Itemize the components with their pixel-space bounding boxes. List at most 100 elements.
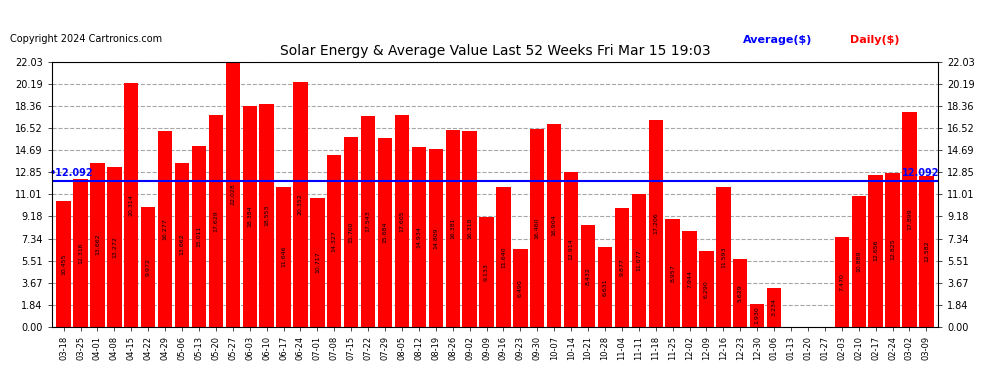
Text: 13.662: 13.662 bbox=[95, 234, 100, 255]
Text: 9.972: 9.972 bbox=[146, 258, 150, 276]
Bar bbox=[446, 130, 460, 327]
Text: 7.470: 7.470 bbox=[840, 273, 844, 291]
Text: 3.234: 3.234 bbox=[771, 298, 776, 316]
Text: 12.092: 12.092 bbox=[903, 168, 940, 178]
Text: 16.381: 16.381 bbox=[450, 217, 455, 239]
Bar bbox=[767, 288, 781, 327]
Text: 12.914: 12.914 bbox=[568, 238, 573, 260]
Bar bbox=[716, 188, 731, 327]
Text: Copyright 2024 Cartronics.com: Copyright 2024 Cartronics.com bbox=[10, 34, 162, 44]
Text: 16.460: 16.460 bbox=[535, 217, 540, 238]
Bar bbox=[835, 237, 849, 327]
Text: 10.717: 10.717 bbox=[315, 252, 320, 273]
Text: 15.011: 15.011 bbox=[196, 226, 201, 247]
Text: 13.662: 13.662 bbox=[179, 234, 184, 255]
Bar bbox=[851, 196, 866, 327]
Bar bbox=[293, 82, 308, 327]
Bar bbox=[73, 179, 88, 327]
Bar bbox=[412, 147, 426, 327]
Bar bbox=[158, 131, 172, 327]
Text: 20.352: 20.352 bbox=[298, 194, 303, 215]
Bar bbox=[750, 303, 764, 327]
Text: 12.656: 12.656 bbox=[873, 240, 878, 261]
Bar bbox=[209, 115, 223, 327]
Text: 17.899: 17.899 bbox=[907, 208, 912, 230]
Bar bbox=[648, 120, 663, 327]
Text: 10.455: 10.455 bbox=[61, 253, 66, 274]
Text: 20.314: 20.314 bbox=[129, 194, 134, 216]
Text: 17.629: 17.629 bbox=[214, 210, 219, 232]
Bar bbox=[192, 146, 206, 327]
Text: 6.490: 6.490 bbox=[518, 279, 523, 297]
Bar bbox=[395, 115, 409, 327]
Text: 6.290: 6.290 bbox=[704, 280, 709, 298]
Text: 16.277: 16.277 bbox=[162, 218, 167, 240]
Bar bbox=[868, 175, 883, 327]
Text: •12.092: •12.092 bbox=[50, 168, 94, 178]
Text: 10.889: 10.889 bbox=[856, 251, 861, 272]
Text: 8.432: 8.432 bbox=[585, 267, 591, 285]
Text: 17.543: 17.543 bbox=[365, 210, 370, 232]
Bar bbox=[56, 201, 71, 327]
Text: Daily($): Daily($) bbox=[849, 35, 899, 45]
Text: 11.593: 11.593 bbox=[721, 246, 726, 268]
Title: Solar Energy & Average Value Last 52 Weeks Fri Mar 15 19:03: Solar Energy & Average Value Last 52 Wee… bbox=[280, 44, 710, 58]
Bar bbox=[479, 217, 494, 327]
Bar bbox=[682, 231, 697, 327]
Text: 22.028: 22.028 bbox=[231, 183, 236, 205]
Text: 18.553: 18.553 bbox=[264, 204, 269, 226]
Bar bbox=[598, 247, 612, 327]
Bar bbox=[734, 259, 747, 327]
Bar bbox=[90, 162, 105, 327]
Text: 9.877: 9.877 bbox=[620, 258, 625, 276]
Text: 12.316: 12.316 bbox=[78, 242, 83, 264]
Text: 16.318: 16.318 bbox=[467, 218, 472, 239]
Bar bbox=[632, 194, 646, 327]
Text: 7.944: 7.944 bbox=[687, 270, 692, 288]
Bar bbox=[141, 207, 155, 327]
Bar bbox=[530, 129, 544, 327]
Text: 16.904: 16.904 bbox=[551, 214, 556, 236]
Text: 8.957: 8.957 bbox=[670, 264, 675, 282]
Bar bbox=[462, 130, 477, 327]
Bar bbox=[564, 171, 578, 327]
Text: 18.384: 18.384 bbox=[248, 206, 252, 227]
Text: 14.809: 14.809 bbox=[434, 227, 439, 249]
Bar bbox=[243, 106, 256, 327]
Bar bbox=[259, 104, 274, 327]
Bar bbox=[327, 154, 342, 327]
Bar bbox=[919, 176, 934, 327]
Bar bbox=[885, 172, 900, 327]
Text: 9.133: 9.133 bbox=[484, 263, 489, 281]
Bar bbox=[107, 167, 122, 327]
Bar bbox=[902, 112, 917, 327]
Bar bbox=[226, 62, 240, 327]
Bar bbox=[124, 82, 139, 327]
Bar bbox=[581, 225, 595, 327]
Bar bbox=[276, 187, 291, 327]
Bar bbox=[699, 251, 714, 327]
Text: 17.206: 17.206 bbox=[653, 213, 658, 234]
Text: 6.631: 6.631 bbox=[603, 278, 608, 296]
Text: 11.640: 11.640 bbox=[501, 246, 506, 267]
Bar bbox=[378, 138, 392, 327]
Text: 14.327: 14.327 bbox=[332, 230, 337, 252]
Text: 1.930: 1.930 bbox=[754, 306, 759, 324]
Text: 5.629: 5.629 bbox=[738, 284, 742, 302]
Bar bbox=[547, 124, 561, 327]
Text: 15.684: 15.684 bbox=[382, 222, 387, 243]
Text: 17.605: 17.605 bbox=[399, 210, 405, 232]
Bar bbox=[344, 137, 358, 327]
Bar bbox=[496, 187, 511, 327]
Bar bbox=[665, 219, 680, 327]
Bar bbox=[513, 249, 528, 327]
Text: 15.760: 15.760 bbox=[348, 221, 353, 243]
Text: 11.077: 11.077 bbox=[637, 249, 642, 271]
Bar bbox=[429, 149, 443, 327]
Text: 11.646: 11.646 bbox=[281, 246, 286, 267]
Bar bbox=[361, 116, 375, 327]
Bar bbox=[175, 162, 189, 327]
Bar bbox=[615, 208, 629, 327]
Text: 12.582: 12.582 bbox=[924, 240, 929, 262]
Text: 12.825: 12.825 bbox=[890, 239, 895, 261]
